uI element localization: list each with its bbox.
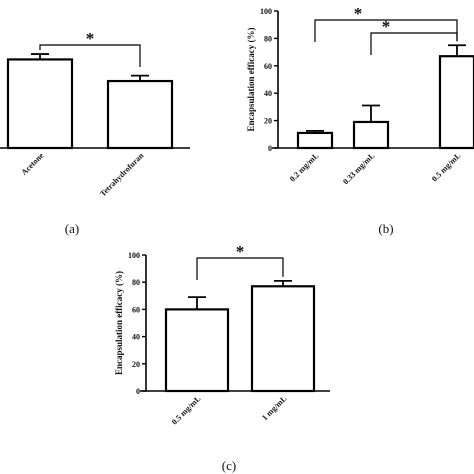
category-label: 1 mg/mL bbox=[260, 394, 288, 422]
y-tick-label: 20 bbox=[132, 360, 140, 369]
y-axis-title: Encapsulation efficacy (%) bbox=[246, 28, 256, 132]
y-tick-label: 0 bbox=[268, 144, 272, 153]
panel-b: 0 20 40 60 80 100 Encapsulation efficacy (%) 0.… bbox=[246, 4, 474, 186]
y-tick-label: 80 bbox=[132, 278, 140, 287]
y-tick-label: 40 bbox=[264, 89, 272, 98]
significance-star: * bbox=[86, 29, 95, 48]
y-tick-label: 100 bbox=[128, 251, 140, 260]
bar bbox=[352, 120, 390, 150]
panel-a: Acetone Tetrahydrofuran * bbox=[0, 29, 190, 198]
significance-star: * bbox=[382, 17, 391, 36]
category-label: 0.33 mg/mL bbox=[341, 151, 376, 186]
significance-bracket bbox=[314, 19, 458, 42]
significance-star: * bbox=[236, 242, 245, 261]
bar bbox=[106, 79, 174, 150]
category-label: 0.2 mg/mL bbox=[288, 151, 320, 183]
significance-bracket bbox=[39, 44, 141, 67]
y-tick-label: 0 bbox=[136, 387, 140, 396]
significance-bracket bbox=[196, 257, 284, 280]
y-tick-label: 100 bbox=[260, 7, 272, 16]
panel-c: 0 20 40 60 80 100 Encapsulation efficacy (%) 0.… bbox=[114, 242, 330, 426]
bar bbox=[296, 131, 334, 150]
y-tick-label: 80 bbox=[264, 34, 272, 43]
panel-label-c: (c) bbox=[222, 458, 236, 473]
bar bbox=[164, 308, 230, 393]
category-label: 0.5 mg/mL bbox=[430, 151, 462, 183]
y-tick-label: 20 bbox=[264, 117, 272, 126]
panel-label-b: (b) bbox=[378, 221, 393, 236]
bar bbox=[250, 285, 316, 393]
category-label: Tetrahydrofuran bbox=[98, 151, 146, 199]
bar bbox=[6, 58, 74, 150]
y-tick-label: 60 bbox=[264, 62, 272, 71]
y-tick-label: 60 bbox=[132, 305, 140, 314]
significance-star: * bbox=[354, 4, 363, 23]
bar bbox=[438, 55, 474, 150]
category-label: 0.5 mg/mL bbox=[170, 394, 202, 426]
significance-bracket bbox=[370, 32, 458, 55]
panel-label-a: (a) bbox=[65, 221, 79, 236]
y-tick-label: 40 bbox=[132, 333, 140, 342]
y-axis-title: Encapsulation efficacy (%) bbox=[114, 271, 124, 375]
category-label: Acetone bbox=[20, 151, 46, 177]
